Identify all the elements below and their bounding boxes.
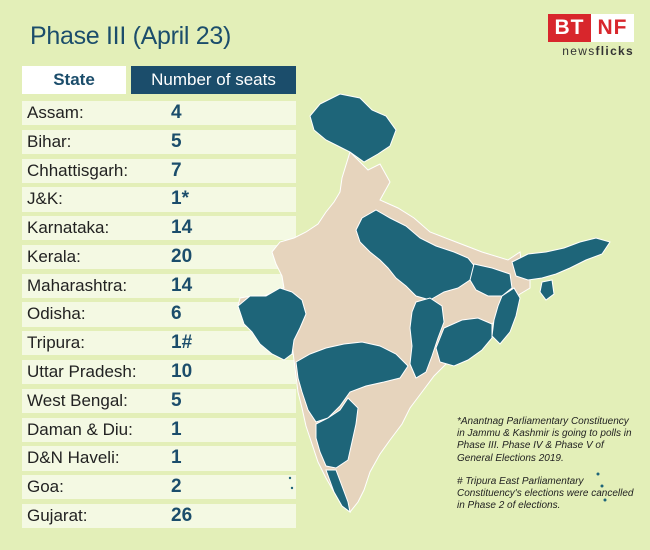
logo-sub-plain: news	[562, 44, 596, 58]
region-maharashtra	[295, 341, 409, 423]
island-dot	[600, 484, 604, 488]
logo-nf: NF	[591, 14, 634, 42]
state-name: Uttar Pradesh:	[27, 362, 137, 382]
table-row: Karnataka: 14	[22, 216, 296, 241]
state-name: D&N Haveli:	[27, 448, 120, 468]
region-kerala	[325, 469, 351, 514]
seat-count: 1	[171, 418, 182, 440]
table-row: Tripura: 1#	[22, 331, 296, 356]
seat-count: 2	[171, 476, 182, 498]
state-name: Kerala:	[27, 246, 81, 266]
region-jammu-kashmir	[309, 93, 397, 163]
region-odisha	[435, 317, 493, 367]
seats-table: Assam: 4 Bihar: 5 Chhattisgarh: 7 J&K: 1* Ka…	[22, 101, 296, 533]
page-title: Phase III (April 23)	[30, 22, 232, 50]
seat-count: 4	[171, 102, 182, 123]
table-row: Assam: 4	[22, 101, 296, 126]
table-row: West Bengal: 5	[22, 388, 296, 413]
table-row: Gujarat: 26	[22, 503, 296, 529]
header-seats: Number of seats	[131, 66, 296, 94]
seat-count: 14	[171, 217, 193, 239]
state-name: Karnataka:	[27, 218, 110, 238]
seat-count: 5	[171, 389, 182, 411]
table-row: Maharashtra: 14	[22, 273, 296, 298]
seat-count: 1	[171, 447, 182, 469]
table-row: D&N Haveli: 1	[22, 446, 296, 471]
footnotes: *Anantnag Parliamentary Constituency in …	[457, 416, 639, 523]
island-dot	[596, 472, 600, 476]
island-dot	[603, 498, 607, 502]
state-name: Bihar:	[27, 131, 72, 151]
seat-count: 7	[171, 159, 182, 181]
state-name: Maharashtra:	[27, 275, 128, 295]
island-dot	[288, 476, 292, 480]
state-name: Gujarat:	[27, 505, 88, 525]
seat-count: 5	[171, 130, 182, 152]
table-row: Uttar Pradesh: 10	[22, 360, 296, 385]
state-name: Odisha:	[27, 304, 86, 324]
region-chhattisgarh	[409, 297, 445, 379]
india-map	[237, 93, 611, 514]
footnote-anantnag: *Anantnag Parliamentary Constituency in …	[457, 416, 632, 464]
seat-count: 10	[171, 361, 193, 383]
logo-bt: BT	[548, 14, 591, 42]
seat-count: 26	[171, 504, 193, 526]
seat-count: 20	[171, 245, 193, 267]
table-row: Daman & Diu: 1	[22, 417, 296, 442]
logo-subtitle: newsflicks	[548, 44, 634, 58]
region-assam	[511, 237, 611, 281]
state-name: Goa:	[27, 477, 64, 497]
state-name: Assam:	[27, 103, 84, 122]
table-row: J&K: 1*	[22, 187, 296, 212]
region-west-bengal	[491, 287, 521, 345]
footnote-tripura: # Tripura East Parliamentary Constituenc…	[457, 475, 634, 512]
state-name: West Bengal:	[27, 390, 128, 410]
state-name: Tripura:	[27, 333, 85, 353]
state-name: J&K:	[27, 189, 63, 209]
table-row: Kerala: 20	[22, 244, 296, 270]
seat-count: 1#	[171, 332, 193, 354]
seat-count: 14	[171, 274, 193, 296]
region-gujarat	[237, 287, 307, 361]
table-row: Bihar: 5	[22, 129, 296, 154]
region-uttar-pradesh	[355, 209, 477, 301]
state-name: Daman & Diu:	[27, 419, 133, 439]
region-karnataka	[315, 397, 359, 469]
seat-count: 1*	[171, 188, 189, 210]
region-tripura	[539, 279, 555, 301]
seat-count: 6	[171, 303, 182, 325]
table-row: Chhattisgarh: 7	[22, 158, 296, 183]
header-state: State	[22, 66, 126, 94]
brand-logo: BT NF newsflicks	[548, 14, 634, 58]
island-dot	[290, 486, 294, 490]
table-row: Goa: 2	[22, 475, 296, 500]
state-name: Chhattisgarh:	[27, 160, 129, 180]
logo-sub-bold: flicks	[595, 44, 634, 58]
